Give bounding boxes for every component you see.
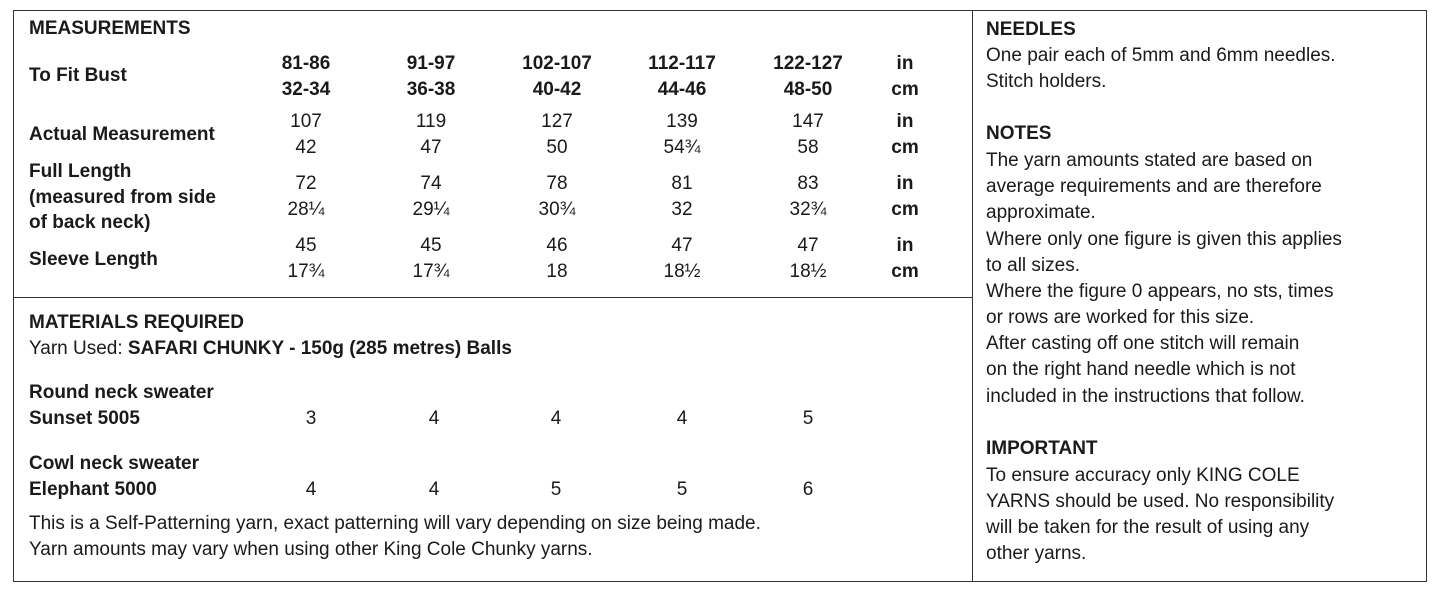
actual-1-bottom: 42 <box>295 137 317 158</box>
cowl-neck-colour: Elephant 5000 <box>29 479 157 500</box>
document-frame <box>13 10 1427 582</box>
cowl-balls-1: 4 <box>305 479 317 500</box>
full-length-2-top: 74 <box>420 173 442 194</box>
bust-size-5-in: 122-127 <box>773 53 843 74</box>
sleeve-4-top: 47 <box>671 235 693 256</box>
important-line: other yarns. <box>986 543 1087 564</box>
section-divider <box>13 297 973 298</box>
sleeve-unit-in: in <box>896 235 914 256</box>
patterning-note-line2: Yarn amounts may vary when using other K… <box>29 539 593 560</box>
bust-size-1-cm: 32-34 <box>281 79 331 100</box>
full-length-3-bottom: 30¾ <box>538 199 576 220</box>
round-balls-5: 5 <box>802 408 814 429</box>
full-length-5-top: 83 <box>797 173 819 194</box>
full-length-3-top: 78 <box>546 173 568 194</box>
actual-label: Actual Measurement <box>29 124 215 145</box>
bust-size-1-in: 81-86 <box>281 53 331 74</box>
needles-line2: Stitch holders. <box>986 71 1107 92</box>
bust-size-2-cm: 36-38 <box>406 79 456 100</box>
actual-2-bottom: 47 <box>420 137 442 158</box>
round-balls-1: 3 <box>305 408 317 429</box>
needles-line1: One pair each of 5mm and 6mm needles. <box>986 45 1336 66</box>
full-length-label-line3: of back neck) <box>29 212 151 233</box>
needles-heading: NEEDLES <box>986 19 1076 40</box>
sleeve-3-top: 46 <box>546 235 568 256</box>
bust-label: To Fit Bust <box>29 65 127 86</box>
cowl-balls-4: 5 <box>676 479 688 500</box>
actual-unit-cm: cm <box>891 137 919 158</box>
column-divider <box>972 10 973 582</box>
important-heading: IMPORTANT <box>986 438 1098 459</box>
actual-3-top: 127 <box>541 111 573 132</box>
patterning-note-line1: This is a Self-Patterning yarn, exact pa… <box>29 513 761 534</box>
notes-line: The yarn amounts stated are based on <box>986 150 1313 171</box>
notes-line: on the right hand needle which is not <box>986 359 1296 380</box>
notes-line: included in the instructions that follow… <box>986 386 1305 407</box>
full-length-4-bottom: 32 <box>671 199 693 220</box>
cowl-balls-5: 6 <box>802 479 814 500</box>
round-balls-4: 4 <box>676 408 688 429</box>
sleeve-unit-cm: cm <box>891 261 919 282</box>
notes-line: approximate. <box>986 202 1096 223</box>
sleeve-4-bottom: 18½ <box>663 261 701 282</box>
full-length-unit-cm: cm <box>891 199 919 220</box>
actual-5-top: 147 <box>792 111 824 132</box>
notes-heading: NOTES <box>986 123 1052 144</box>
full-length-1-bottom: 28¼ <box>287 199 325 220</box>
full-length-unit-in: in <box>896 173 914 194</box>
bust-size-2-in: 91-97 <box>406 53 456 74</box>
actual-unit-in: in <box>896 111 914 132</box>
sleeve-2-top: 45 <box>420 235 442 256</box>
important-line: YARNS should be used. No responsibility <box>986 491 1335 512</box>
actual-4-bottom: 54¾ <box>663 137 701 158</box>
sleeve-label: Sleeve Length <box>29 249 158 270</box>
notes-line: to all sizes. <box>986 255 1080 276</box>
round-neck-colour: Sunset 5005 <box>29 408 140 429</box>
round-balls-3: 4 <box>550 408 562 429</box>
actual-1-top: 107 <box>290 111 322 132</box>
full-length-label-line1: Full Length <box>29 161 132 182</box>
yarn-name: SAFARI CHUNKY - 150g (285 metres) Balls <box>127 338 512 359</box>
actual-3-bottom: 50 <box>546 137 568 158</box>
bust-size-4-cm: 44-46 <box>657 79 707 100</box>
bust-unit-in: in <box>896 53 914 74</box>
sleeve-1-top: 45 <box>295 235 317 256</box>
notes-line: After casting off one stitch will remain <box>986 333 1300 354</box>
sleeve-3-bottom: 18 <box>546 261 568 282</box>
measurements-heading: MEASUREMENTS <box>29 18 191 39</box>
actual-4-top: 139 <box>666 111 698 132</box>
round-neck-label: Round neck sweater <box>29 382 214 403</box>
full-length-4-top: 81 <box>671 173 693 194</box>
sleeve-1-bottom: 17¾ <box>287 261 325 282</box>
full-length-label-line2: (measured from side <box>29 187 216 208</box>
notes-line: average requirements and are therefore <box>986 176 1322 197</box>
bust-size-3-cm: 40-42 <box>532 79 582 100</box>
important-line: will be taken for the result of using an… <box>986 517 1310 538</box>
round-balls-2: 4 <box>428 408 440 429</box>
materials-heading: MATERIALS REQUIRED <box>29 312 244 333</box>
actual-2-top: 119 <box>415 111 447 132</box>
bust-size-5-cm: 48-50 <box>783 79 833 100</box>
yarn-used-prefix: Yarn Used: <box>29 338 128 359</box>
sleeve-5-top: 47 <box>797 235 819 256</box>
notes-line: Where the figure 0 appears, no sts, time… <box>986 281 1334 302</box>
sleeve-5-bottom: 18½ <box>789 261 827 282</box>
actual-5-bottom: 58 <box>797 137 819 158</box>
cowl-balls-3: 5 <box>550 479 562 500</box>
full-length-1-top: 72 <box>295 173 317 194</box>
notes-line: or rows are worked for this size. <box>986 307 1255 328</box>
notes-line: Where only one figure is given this appl… <box>986 229 1342 250</box>
bust-unit-cm: cm <box>891 79 919 100</box>
sleeve-2-bottom: 17¾ <box>412 261 450 282</box>
cowl-balls-2: 4 <box>428 479 440 500</box>
full-length-2-bottom: 29¼ <box>412 199 450 220</box>
full-length-5-bottom: 32¾ <box>789 199 827 220</box>
bust-size-4-in: 112-117 <box>648 53 716 74</box>
yarn-used-line: Yarn Used: SAFARI CHUNKY - 150g (285 met… <box>29 336 512 362</box>
cowl-neck-label: Cowl neck sweater <box>29 453 200 474</box>
important-line: To ensure accuracy only KING COLE <box>986 465 1300 486</box>
bust-size-3-in: 102-107 <box>522 53 592 74</box>
